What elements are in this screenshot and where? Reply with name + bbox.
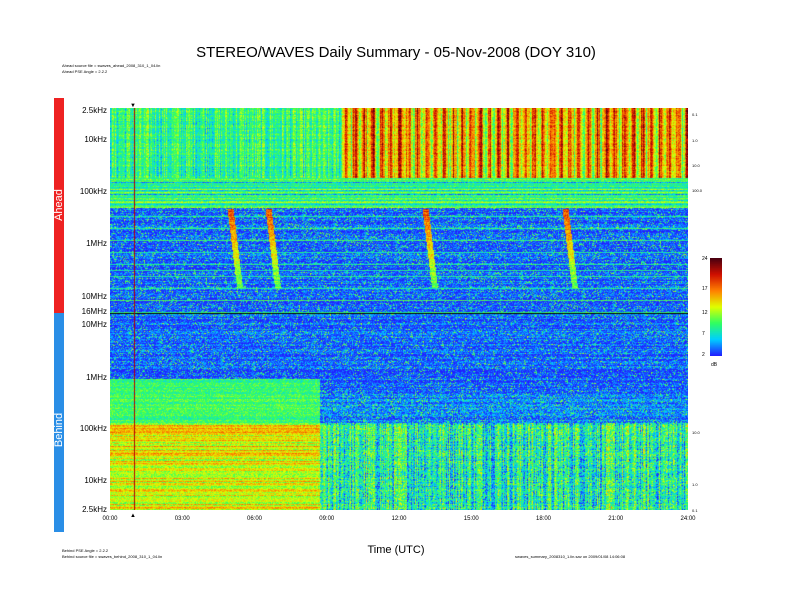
colorbar-tick: 2 — [702, 352, 705, 358]
behind-source-note: Behind source file = swaves_behind_2008_… — [62, 554, 163, 559]
x-tick-label: 18:00 — [535, 516, 551, 522]
behind-right-tick: 1.0 — [692, 482, 698, 487]
x-tick-label: 15:00 — [463, 516, 479, 522]
ahead-ytick: 100kHz — [79, 187, 107, 196]
colorbar — [710, 258, 722, 356]
x-axis-label: Time (UTC) — [367, 544, 425, 556]
x-tick-label: 12:00 — [391, 516, 407, 522]
ahead-right-tick: 10.0 — [692, 163, 700, 168]
behind-ytick: 100kHz — [79, 424, 107, 433]
ahead-ytick: 16MHz — [81, 307, 107, 316]
time-marker-icon: ▼ — [130, 103, 136, 109]
x-tick-label: 03:00 — [174, 516, 190, 522]
behind-right-tick: 0.1 — [692, 508, 698, 513]
ahead-right-tick: 1.0 — [692, 138, 698, 143]
footer-file-note: swaves_summary_2008310_1.lin.sav on 2009… — [515, 554, 626, 559]
colorbar-tick: 17 — [702, 286, 708, 292]
ahead-right-tick: 0.1 — [692, 112, 698, 117]
x-tick-label: 24:00 — [680, 516, 696, 522]
ahead-ytick: 1MHz — [86, 239, 107, 248]
ahead-ytick: 2.5kHz — [82, 106, 107, 115]
ahead-source-note: Ahead source file = swaves_ahead_2008_31… — [62, 63, 161, 68]
ahead-pse-note: Ahead PSE Angle = 2.2.2 — [62, 69, 108, 74]
colorbar-tick: 7 — [702, 331, 705, 337]
ahead-strip — [54, 98, 64, 313]
ahead-right-tick: 100.0 — [692, 188, 703, 193]
colorbar-units: dB — [711, 362, 718, 368]
behind-right-tick: 10.0 — [692, 430, 700, 435]
chart-title: STEREO/WAVES Daily Summary - 05-Nov-2008… — [196, 44, 596, 61]
ahead-ytick: 10MHz — [81, 292, 107, 301]
behind-ytick: 1MHz — [86, 373, 107, 382]
behind-ytick: 10kHz — [84, 476, 107, 485]
ahead-ytick: 10kHz — [84, 135, 107, 144]
behind-ytick: 2.5kHz — [82, 505, 107, 514]
x-tick-label: 06:00 — [246, 516, 262, 522]
colorbar-tick: 12 — [702, 310, 708, 316]
behind-pse-note: Behind PSE Angle = 2.2.2 — [62, 548, 109, 553]
behind-strip — [54, 313, 64, 532]
x-tick-label: 21:00 — [608, 516, 624, 522]
x-tick-label: 09:00 — [319, 516, 335, 522]
spectrogram — [110, 108, 688, 510]
behind-ytick: 10MHz — [81, 320, 107, 329]
colorbar-tick: 24 — [702, 256, 708, 262]
time-marker-bottom-icon: ▲ — [130, 513, 136, 519]
x-tick-label: 00:00 — [102, 516, 118, 522]
